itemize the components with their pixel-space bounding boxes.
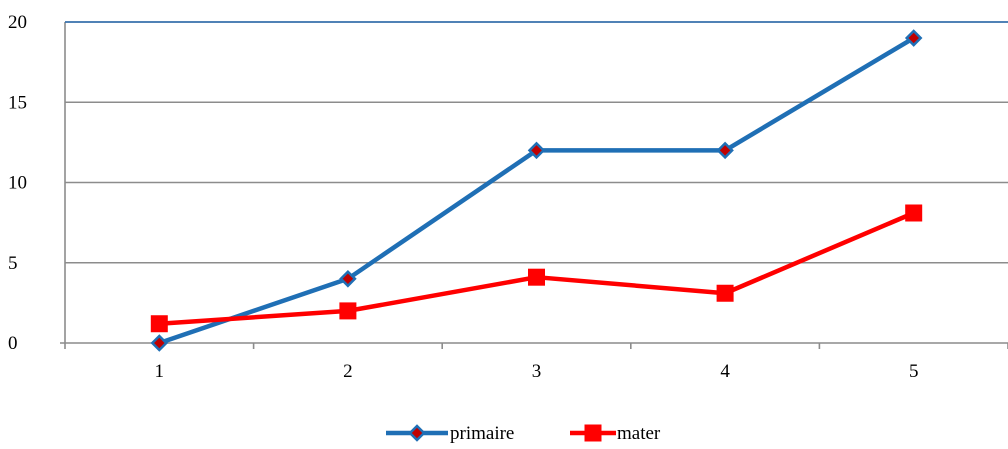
legend-item-primaire: primaire xyxy=(386,423,514,444)
legend-marker xyxy=(408,424,426,442)
series-primaire xyxy=(150,29,923,352)
data-point xyxy=(528,268,545,286)
legend-marker xyxy=(584,424,602,442)
series-group xyxy=(150,29,923,352)
axes: 0 5 10 15 20 1 2 3 4 5 xyxy=(8,12,1008,382)
y-tick-label: 10 xyxy=(8,173,27,194)
y-tick-label: 15 xyxy=(8,92,27,113)
y-tick-label: 20 xyxy=(8,12,27,33)
y-tick-label: 5 xyxy=(8,253,18,274)
legend-label: mater xyxy=(617,423,661,444)
y-tick-label: 0 xyxy=(8,333,18,354)
series-line xyxy=(158,36,915,346)
x-tick-label: 5 xyxy=(909,361,919,382)
data-point xyxy=(150,315,168,333)
data-point xyxy=(339,270,357,288)
data-point xyxy=(716,141,734,160)
x-tick-label: 4 xyxy=(720,361,730,382)
legend: primaire mater xyxy=(386,423,661,444)
data-point xyxy=(905,204,923,222)
legend-item-mater: mater xyxy=(570,423,661,444)
series-line xyxy=(159,210,915,326)
legend-label: primaire xyxy=(450,423,514,444)
data-point xyxy=(904,29,923,47)
data-point xyxy=(716,284,734,302)
x-tick-label: 2 xyxy=(343,361,353,382)
data-point xyxy=(339,302,357,320)
x-tick-label: 1 xyxy=(155,361,165,382)
series-mater xyxy=(150,204,923,333)
data-point xyxy=(527,141,546,160)
data-point xyxy=(150,334,169,352)
x-tick-label: 3 xyxy=(532,361,542,382)
